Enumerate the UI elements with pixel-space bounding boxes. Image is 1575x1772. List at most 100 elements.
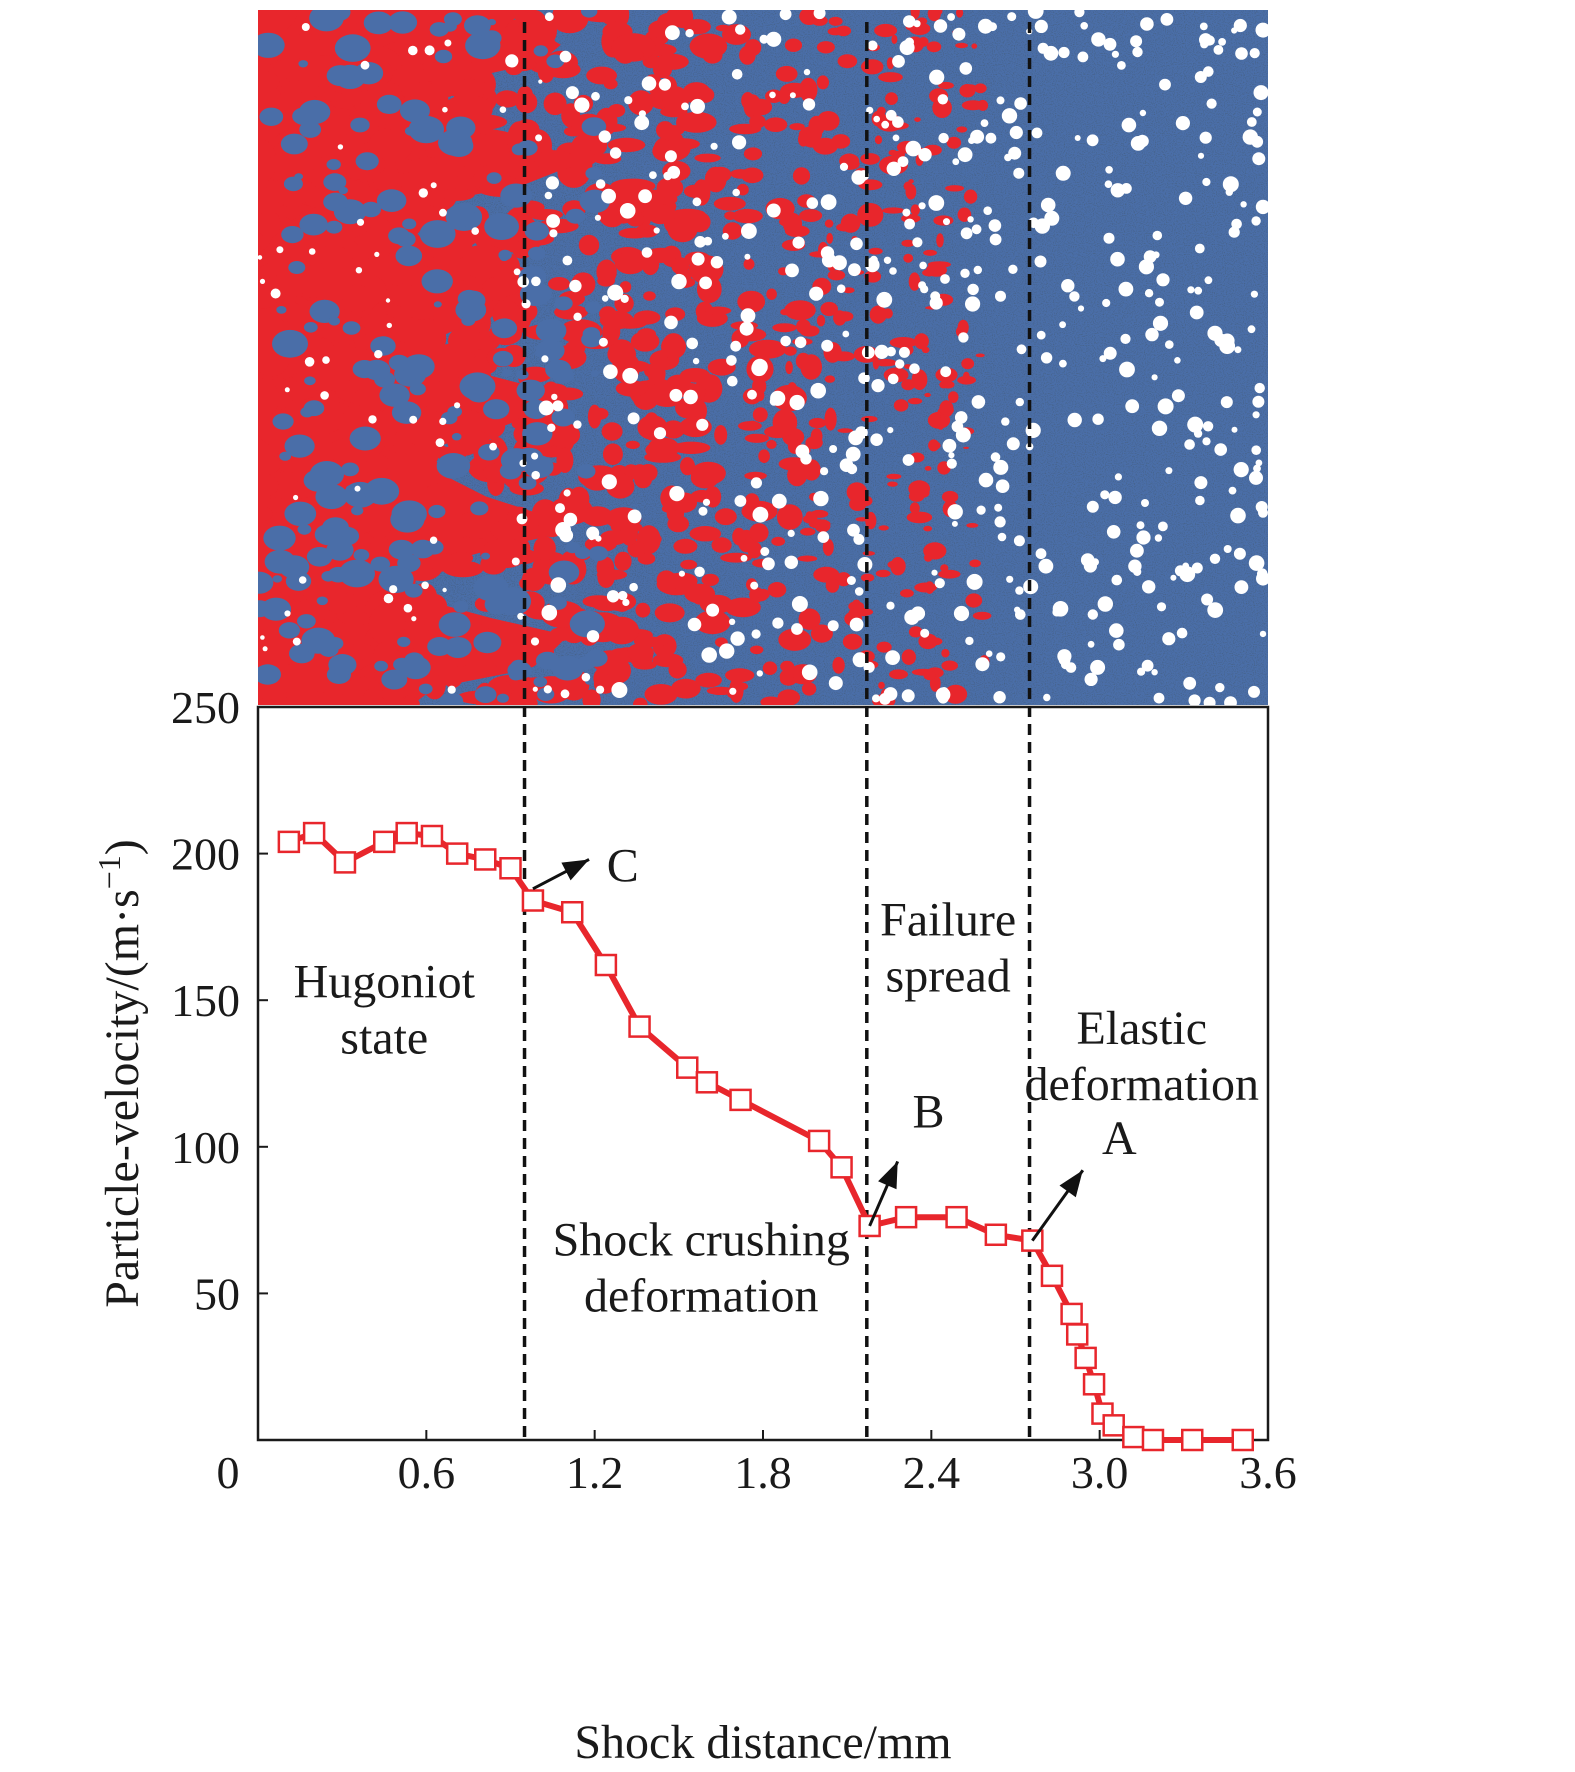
map-intact-pocket (363, 359, 391, 381)
map-damage-blob (795, 352, 811, 370)
map-void-particle (766, 203, 781, 218)
map-damage-blob (689, 526, 722, 542)
map-damage-blob (908, 480, 931, 498)
data-point-marker (1021, 1229, 1044, 1252)
map-void-particle (1165, 467, 1173, 475)
map-damage-blob (587, 404, 602, 429)
map-intact-pocket (565, 208, 586, 224)
map-damage-blob (744, 433, 769, 443)
map-void-particle (439, 208, 447, 217)
map-intact-pocket (434, 49, 453, 64)
x-tick-label: 2.4 (903, 1447, 961, 1498)
map-void-particle (1250, 290, 1258, 298)
x-axis-title: Shock distance/mm (574, 1716, 951, 1769)
map-void-particle (846, 576, 856, 585)
map-void-particle (993, 459, 1009, 475)
map-void-particle (1104, 180, 1113, 188)
map-damage-blob (258, 506, 273, 522)
data-point-marker (628, 1015, 651, 1038)
map-damage-blob (449, 551, 474, 565)
map-damage-blob (613, 360, 651, 373)
map-void-particle (260, 635, 265, 640)
map-damage-blob (459, 244, 508, 279)
map-void-particle (845, 446, 861, 462)
map-void-particle (1087, 640, 1095, 648)
map-void-particle (1222, 176, 1239, 193)
map-intact-pocket (533, 676, 548, 688)
map-damage-blob (354, 232, 399, 249)
map-void-particle (1156, 273, 1170, 287)
map-intact-pocket (316, 596, 328, 606)
map-damage-blob (695, 672, 722, 688)
map-damage-blob (758, 449, 770, 464)
map-intact-pocket (279, 451, 292, 461)
map-damage-blob (308, 366, 341, 393)
map-damage-blob (682, 82, 711, 104)
map-damage-blob (563, 126, 583, 137)
map-damage-blob (673, 538, 698, 554)
map-void-particle (1013, 535, 1025, 547)
x-tick-label: 0.6 (398, 1447, 456, 1498)
map-void-particle (858, 372, 870, 385)
map-intact-pocket (474, 686, 497, 703)
map-void-particle (1159, 401, 1166, 409)
map-void-particle (756, 670, 763, 677)
map-intact-pocket (443, 12, 462, 26)
map-damage-blob (852, 599, 860, 604)
region-label-line: Hugoniot (294, 955, 476, 1008)
map-intact-pocket (473, 631, 502, 654)
map-damage-blob (910, 204, 920, 216)
map-void-particle (817, 531, 830, 543)
map-void-particle (810, 382, 826, 399)
map-damage-blob (671, 257, 690, 275)
map-damage-blob (827, 270, 846, 281)
map-damage-blob (368, 603, 406, 646)
map-damage-blob (908, 272, 921, 291)
map-void-particle (1103, 232, 1115, 244)
map-void-particle (970, 129, 985, 144)
map-damage-blob (498, 25, 528, 54)
map-void-particle (692, 197, 702, 207)
map-damage-blob (969, 559, 981, 568)
map-void-particle (1009, 125, 1023, 140)
map-damage-blob (836, 572, 852, 587)
map-void-particle (787, 529, 795, 538)
map-void-particle (618, 590, 628, 601)
map-damage-blob (944, 684, 968, 704)
map-damage-blob (285, 666, 318, 704)
map-void-particle (706, 603, 720, 617)
x-tick-label: 1.2 (566, 1447, 624, 1498)
map-damage-blob (627, 643, 654, 662)
map-void-particle (892, 116, 904, 128)
map-void-particle (565, 86, 579, 100)
map-intact-pocket (483, 399, 510, 420)
map-intact-pocket (321, 571, 336, 582)
map-void-particle (854, 587, 864, 596)
region-label-line: Elastic (1076, 1002, 1207, 1055)
data-point-marker (729, 1088, 752, 1112)
map-void-particle (1203, 696, 1216, 705)
map-damage-blob (842, 287, 855, 294)
map-damage-blob (643, 291, 656, 301)
map-void-particle (813, 490, 829, 507)
map-void-particle (598, 130, 611, 143)
map-void-particle (952, 27, 966, 41)
map-intact-pocket (581, 10, 598, 18)
map-void-particle (322, 356, 330, 364)
data-point-marker (560, 900, 584, 924)
map-damage-blob (490, 519, 527, 541)
map-damage-blob (824, 407, 837, 431)
map-damage-blob (694, 153, 721, 163)
map-void-particle (975, 657, 990, 672)
map-damage-blob (612, 182, 632, 203)
map-damage-blob (938, 569, 961, 579)
map-void-particle (1231, 426, 1238, 433)
map-void-particle (1052, 601, 1069, 617)
data-point-marker (1074, 1346, 1097, 1370)
map-void-particle (603, 364, 618, 380)
map-void-particle (791, 596, 808, 612)
map-void-particle (1087, 609, 1099, 620)
map-damage-blob (752, 377, 767, 395)
map-void-particle (1138, 259, 1154, 275)
map-intact-pocket (535, 318, 567, 343)
